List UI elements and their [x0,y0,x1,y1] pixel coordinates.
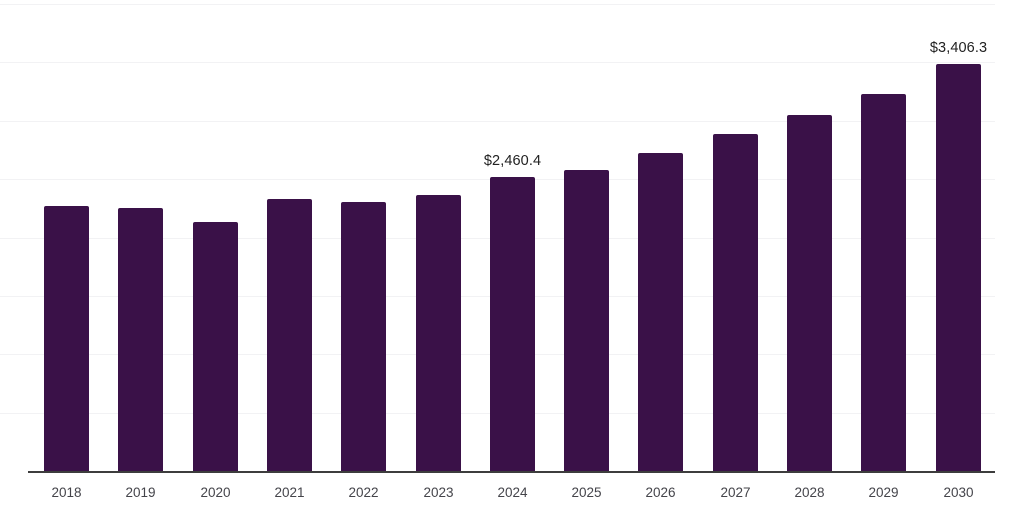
x-tick-label: 2018 [51,485,82,500]
bar-group[interactable] [638,0,683,472]
x-tick-label: 2019 [125,485,156,500]
x-tick-label: 2021 [274,485,305,500]
x-tick-label: 2027 [720,485,751,500]
x-axis-line [28,471,995,473]
bar[interactable] [193,221,238,472]
bar-group[interactable] [193,0,238,472]
x-tick-label: 2029 [868,485,899,500]
bar-group[interactable] [341,0,386,472]
bar-group[interactable] [416,0,461,472]
bar[interactable] [787,114,832,472]
bar[interactable] [638,152,683,472]
bar[interactable] [564,169,609,472]
bar-group[interactable] [861,0,906,472]
bar[interactable] [118,207,163,472]
x-axis-tick-labels: 2018 2019 2020 2021 2022 2023 2024 2025 2026 2027… [0,472,1024,512]
bar[interactable] [341,201,386,472]
bar-group[interactable] [787,0,832,472]
bar-group[interactable] [267,0,312,472]
bar[interactable] [44,205,89,472]
bar-group[interactable] [118,0,163,472]
bars-layer: $2,460.4 $3,406.3 [44,0,987,472]
bar-group[interactable]: $2,460.4 [484,0,541,472]
bar-value-label: $3,406.3 [929,40,988,57]
bar-group[interactable] [44,0,89,472]
bar-group[interactable]: $3,406.3 [930,0,987,472]
bar[interactable] [713,133,758,472]
x-tick-label: 2022 [348,485,379,500]
bar[interactable] [267,198,312,472]
bar-value-label: $2,460.4 [483,153,542,170]
x-tick-label: 2030 [943,485,974,500]
x-tick-label: 2020 [200,485,231,500]
bar-group[interactable] [713,0,758,472]
bar[interactable] [936,64,981,472]
x-tick-label: 2025 [571,485,602,500]
x-tick-label: 2024 [497,485,528,500]
plot-area: $2,460.4 $3,406.3 [0,0,995,473]
bar-group[interactable] [564,0,609,472]
gridline [0,62,995,63]
bar[interactable] [416,194,461,472]
gridline [0,121,995,122]
x-tick-label: 2028 [794,485,825,500]
bar[interactable] [490,177,535,472]
bar[interactable] [861,93,906,472]
x-tick-label: 2026 [645,485,676,500]
x-tick-label: 2023 [423,485,454,500]
gridline [0,4,995,5]
